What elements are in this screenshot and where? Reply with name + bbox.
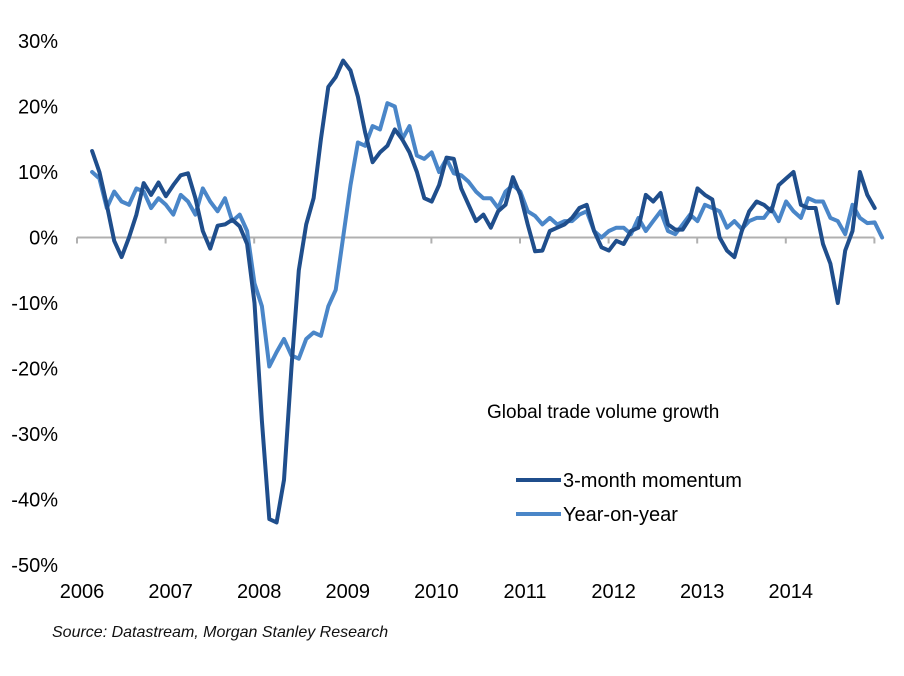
y-tick-label: 0% xyxy=(29,228,58,250)
series-line-3-month-momentum xyxy=(90,58,877,525)
y-tick-label: -40% xyxy=(11,490,58,512)
y-tick-label: -30% xyxy=(11,424,58,446)
x-tick-label: 2010 xyxy=(414,581,459,603)
legend: 3-month momentum Year-on-year xyxy=(516,470,742,526)
x-tick-label: 2008 xyxy=(237,581,282,603)
x-tick-label: 2007 xyxy=(148,581,193,603)
x-tick-label: 2006 xyxy=(60,581,105,603)
x-axis-labels: 2006 2007 2008 2009 2010 2011 2012 2013 2014 xyxy=(60,581,813,603)
y-tick-label: 30% xyxy=(18,31,58,53)
y-tick-label: -20% xyxy=(11,359,58,381)
x-tick-label: 2009 xyxy=(326,581,371,603)
y-axis: 30% 20% 10% 0% -10% -20% -30% -40% -50% xyxy=(11,31,58,577)
chart-title: Global trade volume growth xyxy=(487,402,719,423)
y-tick-label: 20% xyxy=(18,97,58,119)
y-tick-label: -10% xyxy=(11,293,58,315)
x-tick-label: 2013 xyxy=(680,581,725,603)
legend-label-3-month-momentum: 3-month momentum xyxy=(563,470,742,492)
y-tick-label: -50% xyxy=(11,555,58,577)
x-tick-label: 2014 xyxy=(769,581,814,603)
series-layer xyxy=(90,58,885,525)
legend-label-year-on-year: Year-on-year xyxy=(563,504,678,526)
series-line-year-on-year xyxy=(90,101,885,369)
x-tick-label: 2012 xyxy=(591,581,636,603)
source-note: Source: Datastream, Morgan Stanley Resea… xyxy=(52,624,389,641)
y-tick-label: 10% xyxy=(18,162,58,184)
x-tick-label: 2011 xyxy=(503,581,546,603)
